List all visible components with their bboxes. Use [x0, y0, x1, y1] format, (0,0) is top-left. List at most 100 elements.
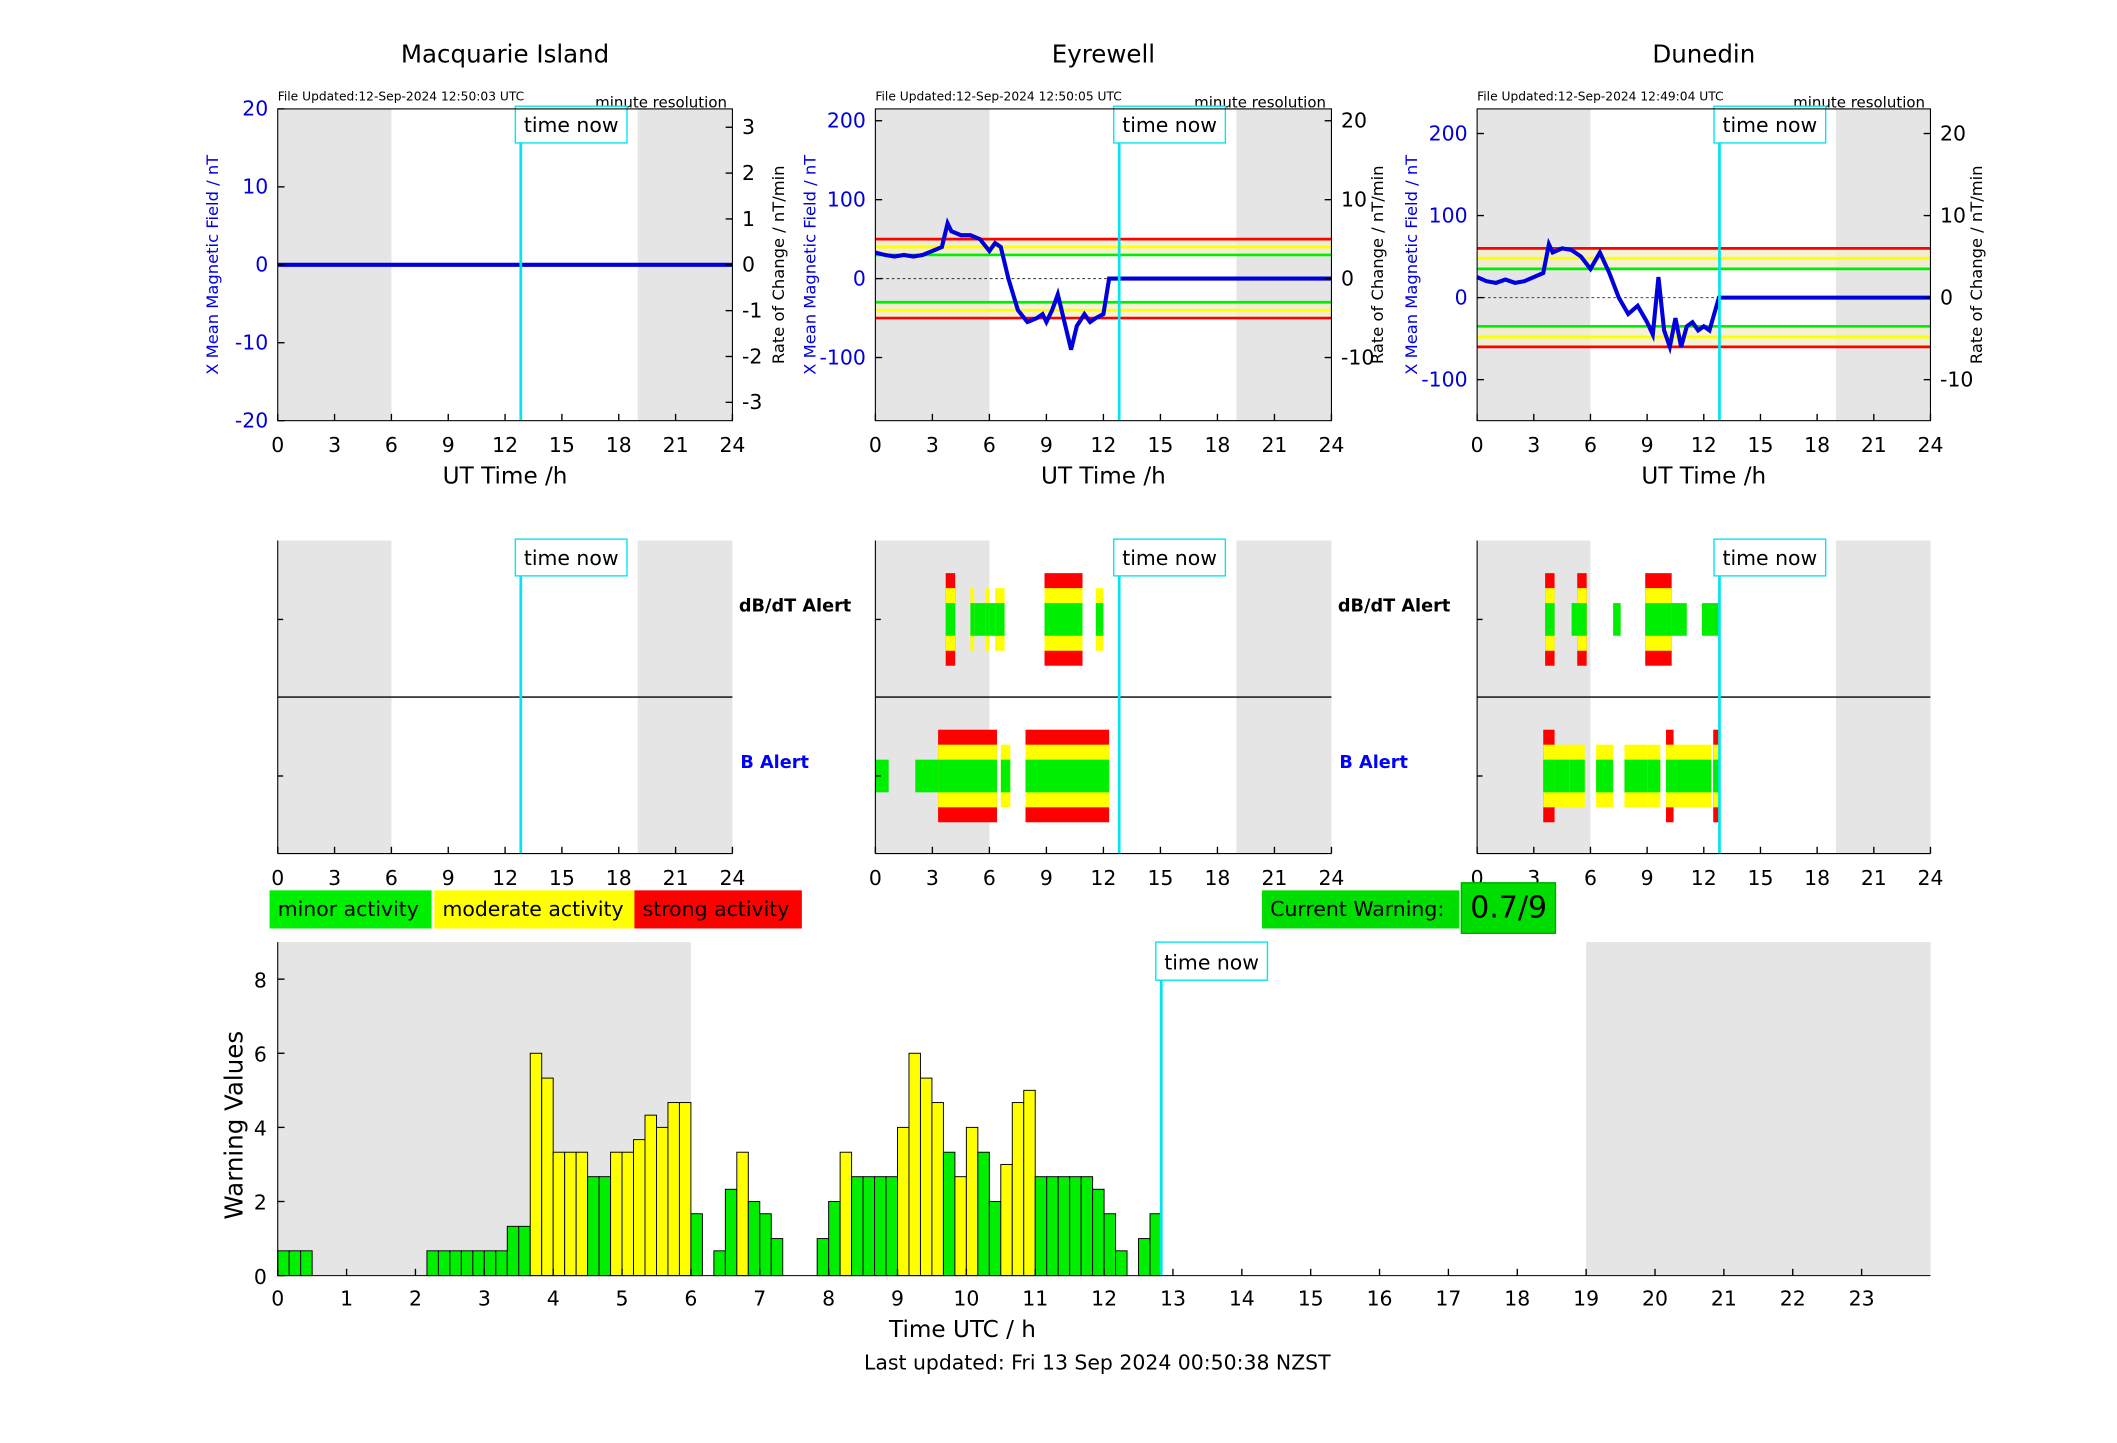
- alert-xtick-label-dunedin: 21: [1861, 866, 1887, 890]
- warning-bar: [1080, 1176, 1094, 1277]
- warning-xtick-label: 19: [1573, 1287, 1599, 1311]
- legend-minor-activity: minor activity: [269, 890, 432, 929]
- field-xtick-label-macquarie-island: 9: [442, 433, 455, 457]
- warning-xtick-label: 4: [547, 1287, 560, 1311]
- field-xtick-label-macquarie-island: 18: [606, 433, 632, 457]
- warning-xtick-label: 14: [1229, 1287, 1255, 1311]
- field-xtick-label-macquarie-island: 12: [492, 433, 518, 457]
- warning-xtick-label: 3: [478, 1287, 491, 1311]
- warning-bar: [1023, 1089, 1036, 1277]
- left-tick-label-dunedin: -100: [1421, 367, 1467, 391]
- field-xtick-label-dunedin: 21: [1861, 433, 1887, 457]
- warning-bar: [495, 1250, 508, 1277]
- dbdt-alert-block-dunedin: [1613, 603, 1621, 636]
- warning-xtick-label: 12: [1091, 1287, 1117, 1311]
- warning-bar: [426, 1250, 439, 1277]
- warning-bar: [541, 1077, 554, 1277]
- warning-time-now-label: time now: [1164, 950, 1259, 974]
- left-tick-label-macquarie-island: 0: [255, 253, 268, 277]
- warning-xtick-label: 2: [409, 1287, 422, 1311]
- warning-bar: [621, 1151, 635, 1277]
- right-tick-label-dunedin: 20: [1940, 121, 1966, 145]
- alert-time-now-label-macquarie-island: time now: [524, 546, 619, 570]
- b-alert-block-dunedin: [1647, 759, 1661, 793]
- alert-xtick-label-macquarie-island: 3: [328, 866, 341, 890]
- legend-strong-activity: strong activity: [634, 890, 802, 929]
- warning-bar: [736, 1151, 749, 1277]
- dbdt-alert-label-dunedin-left: dB/dT Alert: [1338, 596, 1451, 616]
- left-tick-label-eyrewell: 100: [827, 187, 866, 211]
- dbdt-alert-block-eyrewell: [970, 603, 975, 636]
- warning-bar: [770, 1238, 784, 1277]
- b-alert-block-eyrewell: [1000, 759, 1011, 793]
- warning-bar: [598, 1176, 612, 1277]
- warning-bar: [874, 1176, 887, 1277]
- right-ylabel-macquarie-island: Rate of Change / nT/min: [769, 166, 788, 365]
- station-title-eyrewell: Eyrewell: [1052, 40, 1155, 69]
- left-tick-label-eyrewell: 0: [853, 266, 866, 290]
- right-tick-label-eyrewell: -10: [1341, 345, 1374, 369]
- alert-time-now-box-eyrewell: [1113, 538, 1227, 577]
- field-xtick-label-dunedin: 15: [1747, 433, 1773, 457]
- field-series-line-dunedin: [1476, 237, 1931, 355]
- right-tick-label-dunedin: 0: [1940, 285, 1953, 309]
- warning-bar: [529, 1052, 543, 1277]
- field-xtick-label-eyrewell: 18: [1204, 433, 1230, 457]
- warning-bar: [277, 1250, 290, 1277]
- warning-xtick-label: 9: [891, 1287, 904, 1311]
- field-xtick-label-macquarie-island: 24: [719, 433, 745, 457]
- time-now-label-dunedin: time now: [1722, 113, 1817, 137]
- left-tick-label-macquarie-island: 10: [242, 175, 268, 199]
- warning-xtick-label: 10: [953, 1287, 979, 1311]
- b-alert-block-eyrewell: [938, 759, 997, 793]
- left-tick-label-dunedin: 100: [1429, 203, 1468, 227]
- field-xtick-label-macquarie-island: 0: [271, 433, 284, 457]
- warning-bar: [988, 1201, 1002, 1277]
- alert-xtick-label-dunedin: 15: [1747, 866, 1773, 890]
- left-tick-label-macquarie-island: -20: [235, 408, 268, 432]
- field-xtick-label-eyrewell: 9: [1040, 433, 1053, 457]
- night-shade-eyrewell: [875, 108, 990, 421]
- field-xlabel-macquarie-island: UT Time /h: [443, 463, 568, 489]
- warning-ytick-label: 4: [254, 1117, 267, 1141]
- field-xtick-label-eyrewell: 3: [926, 433, 939, 457]
- time-now-box-dunedin: [1713, 105, 1827, 144]
- warning-bar: [1000, 1163, 1013, 1277]
- warning-bar: [300, 1250, 313, 1277]
- alert-xtick-label-dunedin: 6: [1584, 866, 1597, 890]
- b-alert-label-eyrewell-left: B Alert: [740, 753, 809, 773]
- warning-bar: [851, 1176, 864, 1277]
- right-tick-label-macquarie-island: -2: [742, 344, 762, 368]
- warning-bar: [667, 1102, 680, 1277]
- alert-xtick-label-macquarie-island: 24: [719, 866, 745, 890]
- field-xlabel-eyrewell: UT Time /h: [1041, 463, 1166, 489]
- alert-xtick-label-eyrewell: 9: [1040, 866, 1053, 890]
- right-tick-label-macquarie-island: 0: [742, 253, 755, 277]
- file-updated-eyrewell: File Updated:12-Sep-2024 12:50:05 UTC: [875, 90, 1121, 104]
- warning-xtick-label: 5: [616, 1287, 629, 1311]
- warning-bar: [678, 1102, 692, 1277]
- dbdt-alert-block-eyrewell: [995, 603, 1005, 636]
- warning-bar: [483, 1250, 497, 1277]
- dbdt-alert-block-eyrewell: [1044, 603, 1083, 636]
- warning-bar: [656, 1126, 669, 1277]
- dbdt-alert-block-dunedin: [1645, 603, 1672, 636]
- right-tick-label-macquarie-island: 1: [742, 207, 755, 231]
- warning-bar: [1034, 1176, 1048, 1277]
- warning-ytick-label: 8: [254, 968, 267, 992]
- warning-bar: [1138, 1238, 1151, 1277]
- warning-bar: [564, 1151, 577, 1277]
- b-alert-block-eyrewell: [875, 759, 889, 793]
- alert-xtick-label-eyrewell: 12: [1090, 866, 1116, 890]
- alert-xtick-label-eyrewell: 6: [983, 866, 996, 890]
- warning-bar: [449, 1250, 462, 1277]
- warning-bar: [954, 1176, 967, 1277]
- last-updated-footer: Last updated: Fri 13 Sep 2024 00:50:38 N…: [864, 1351, 1331, 1375]
- warning-ytick-label: 2: [254, 1191, 267, 1215]
- warning-ytick-label: 0: [254, 1265, 267, 1289]
- warning-xtick-label: 1: [340, 1287, 353, 1311]
- alert-xtick-label-eyrewell: 15: [1147, 866, 1173, 890]
- alert-xtick-label-dunedin: 12: [1691, 866, 1717, 890]
- resolution-macquarie-island: minute resolution: [595, 94, 727, 112]
